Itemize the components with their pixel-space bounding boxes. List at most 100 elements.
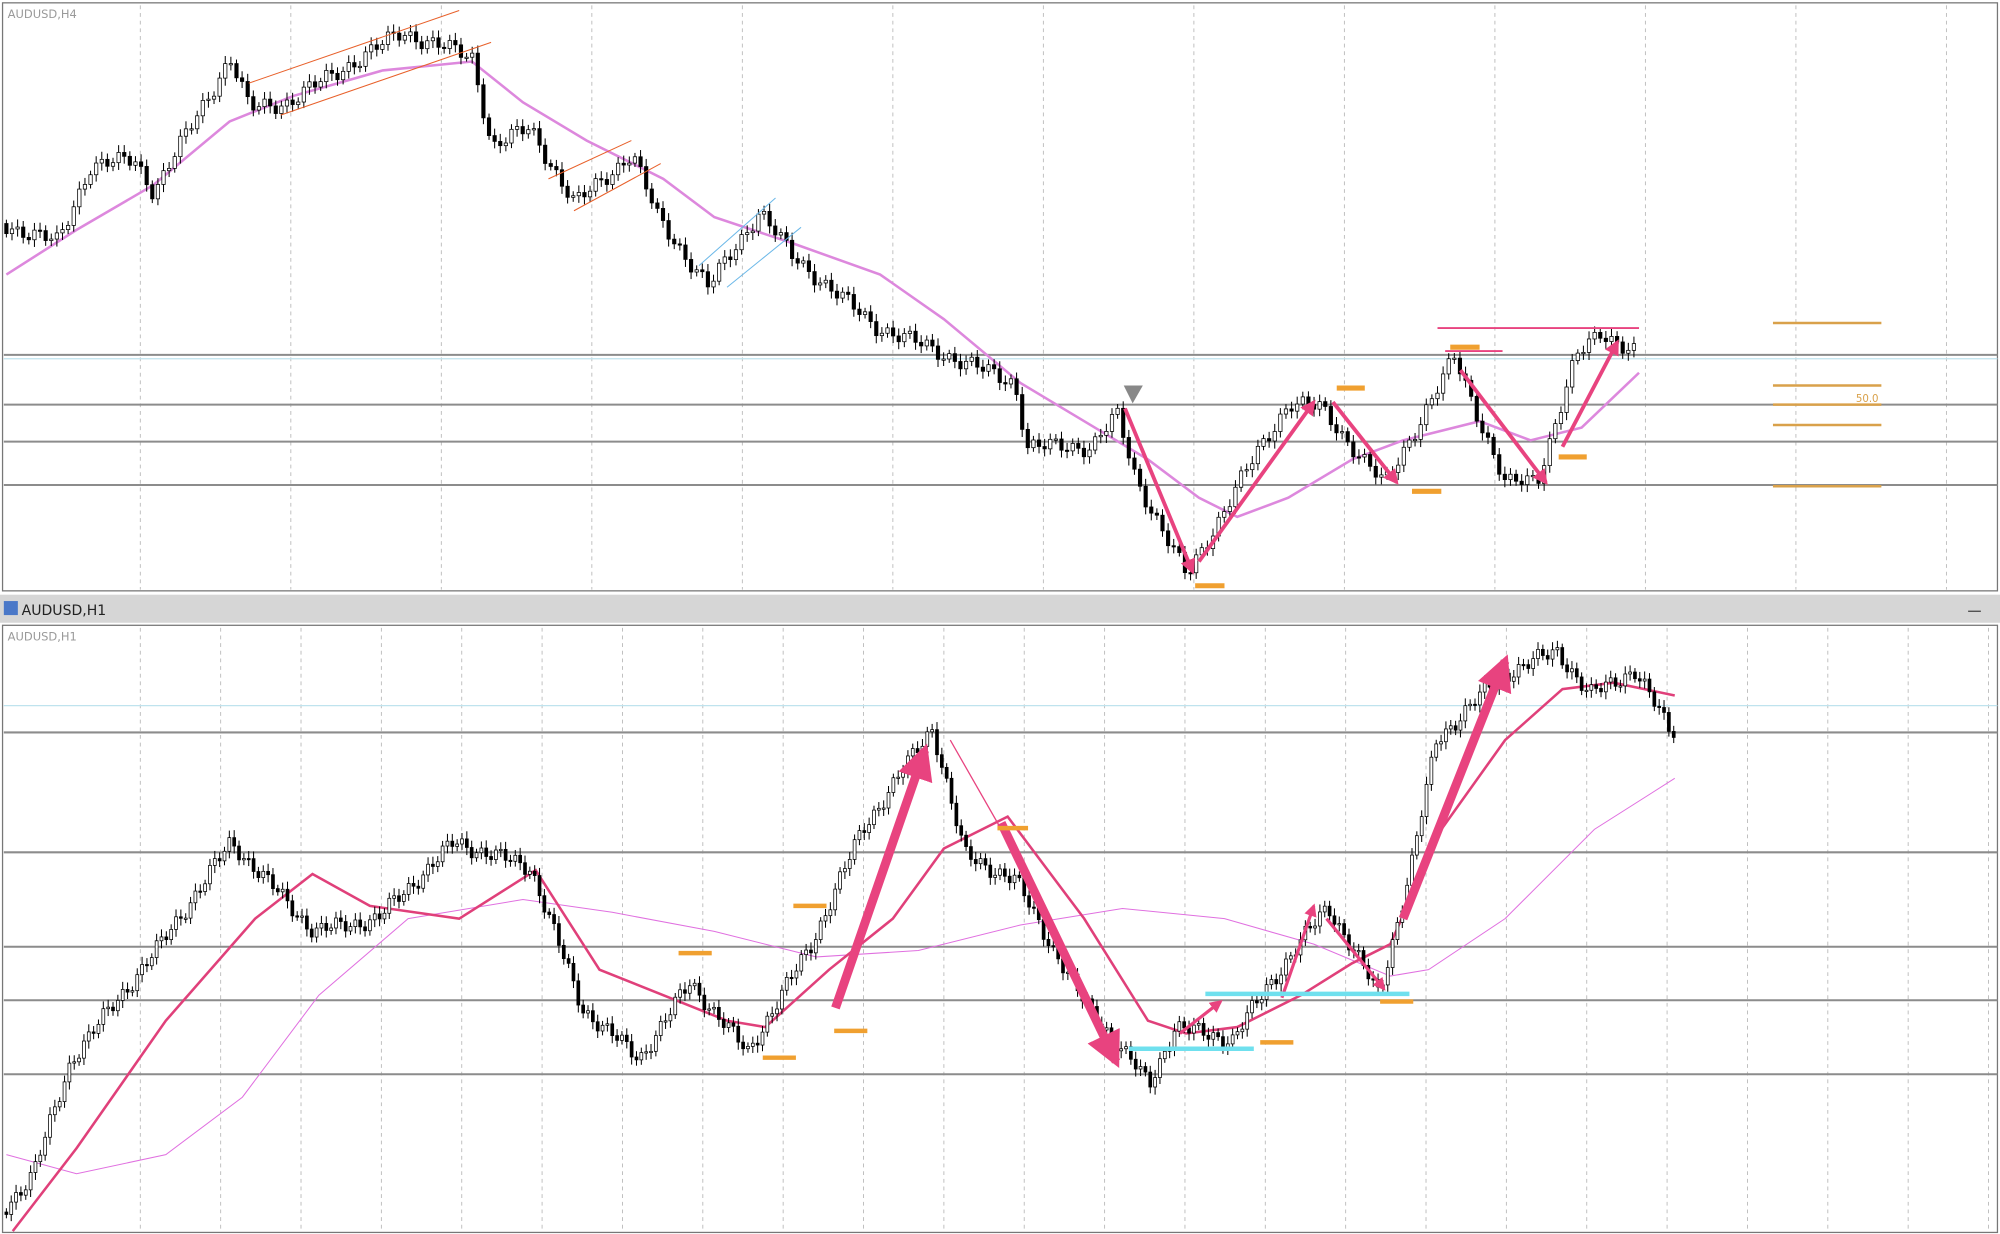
candle-body [105, 158, 110, 167]
channel [248, 10, 661, 212]
candle-body [973, 859, 978, 865]
candle-body [1555, 647, 1560, 651]
candle-body [348, 926, 353, 932]
candle-body [683, 989, 687, 994]
candle-body [604, 179, 609, 185]
candle-body [795, 258, 800, 264]
candle-body [941, 358, 946, 361]
candle-body [1267, 438, 1272, 442]
candle-body [284, 99, 290, 107]
candle-body [1138, 1066, 1143, 1070]
candle-body [547, 911, 552, 915]
chart-frame [1, 624, 1999, 1234]
candle-body [867, 824, 871, 833]
candle-body [593, 178, 598, 192]
candle-body [705, 271, 710, 288]
candle-body [876, 807, 881, 811]
h4-chart: 50.0 AUDUSD,H4 [1, 2, 1999, 592]
candle-body [382, 912, 387, 920]
candle-body [369, 44, 374, 53]
candle-body [1586, 338, 1592, 353]
candle-body [1239, 470, 1244, 488]
candle-body [964, 834, 968, 847]
candle-body [620, 1034, 624, 1041]
candle-body [600, 1024, 605, 1032]
candle-body [559, 169, 565, 187]
candle-body [868, 311, 873, 322]
candle-body [464, 56, 469, 59]
candle-body [169, 929, 174, 940]
candle-body [1284, 958, 1288, 976]
zones [1128, 991, 1410, 1051]
candle-body [857, 830, 862, 841]
candle-body [906, 755, 910, 773]
candle-body [834, 290, 840, 299]
candle-body [520, 126, 525, 135]
candle-body [930, 729, 934, 733]
candle-body [1003, 868, 1007, 877]
candle-body [1575, 352, 1580, 361]
candle-body [581, 1004, 585, 1014]
candle-body [271, 874, 275, 889]
candle-body [717, 1006, 721, 1020]
candle-body [380, 44, 385, 50]
candle-body [969, 356, 974, 362]
candle-body [838, 871, 842, 890]
candle-body [672, 238, 677, 245]
candle-body [1395, 922, 1400, 940]
candle-body [145, 964, 149, 967]
candle-body [94, 162, 99, 176]
candle-body [458, 44, 464, 58]
candle-body [847, 859, 852, 869]
candle-body [1327, 905, 1332, 917]
candle-body [9, 228, 15, 235]
candle-body [1671, 731, 1676, 738]
candle-body [1419, 816, 1424, 837]
candle-body [1570, 668, 1574, 673]
candle-body [595, 1021, 600, 1032]
candle-body [621, 162, 626, 166]
candle-body [77, 188, 82, 208]
candle-body [1046, 939, 1051, 947]
candle-body [846, 291, 851, 295]
candle-body [1480, 420, 1485, 434]
candle-body [1274, 979, 1279, 985]
candle-body [552, 914, 556, 925]
candle-body [1244, 469, 1249, 472]
candle-body [756, 213, 761, 232]
candle-body [537, 875, 542, 897]
candle-body [1032, 906, 1036, 909]
candle-body [193, 890, 198, 904]
candle-body [1541, 648, 1545, 656]
candle-body [857, 308, 862, 315]
candle-body [442, 46, 447, 49]
candle-body [1558, 412, 1564, 424]
candle-body [935, 729, 939, 756]
candle-body [576, 980, 581, 1006]
candle-body [638, 156, 643, 167]
candle-body [644, 166, 649, 190]
candle-body [290, 99, 295, 105]
candle-body [1626, 349, 1631, 354]
candle-body [116, 152, 121, 164]
candle-body [206, 98, 211, 101]
candle-body [1308, 925, 1313, 929]
candle-body [741, 1041, 745, 1050]
candle-body [1065, 449, 1070, 452]
candle-body [251, 96, 256, 111]
candle-body [232, 837, 237, 847]
candle-body [43, 1136, 47, 1156]
candle-body [164, 936, 169, 940]
candle-body [1434, 743, 1439, 758]
candle-body [1250, 1000, 1254, 1014]
candle-body [1143, 1066, 1148, 1073]
candle-body [1313, 925, 1317, 929]
candle-body [352, 62, 357, 68]
candle-body [969, 846, 973, 860]
candle-body [139, 161, 144, 167]
candle-body [1007, 875, 1012, 884]
candle-body [1104, 431, 1109, 436]
candle-body [561, 944, 566, 959]
candle-body [296, 101, 301, 105]
candle-body [318, 81, 323, 88]
